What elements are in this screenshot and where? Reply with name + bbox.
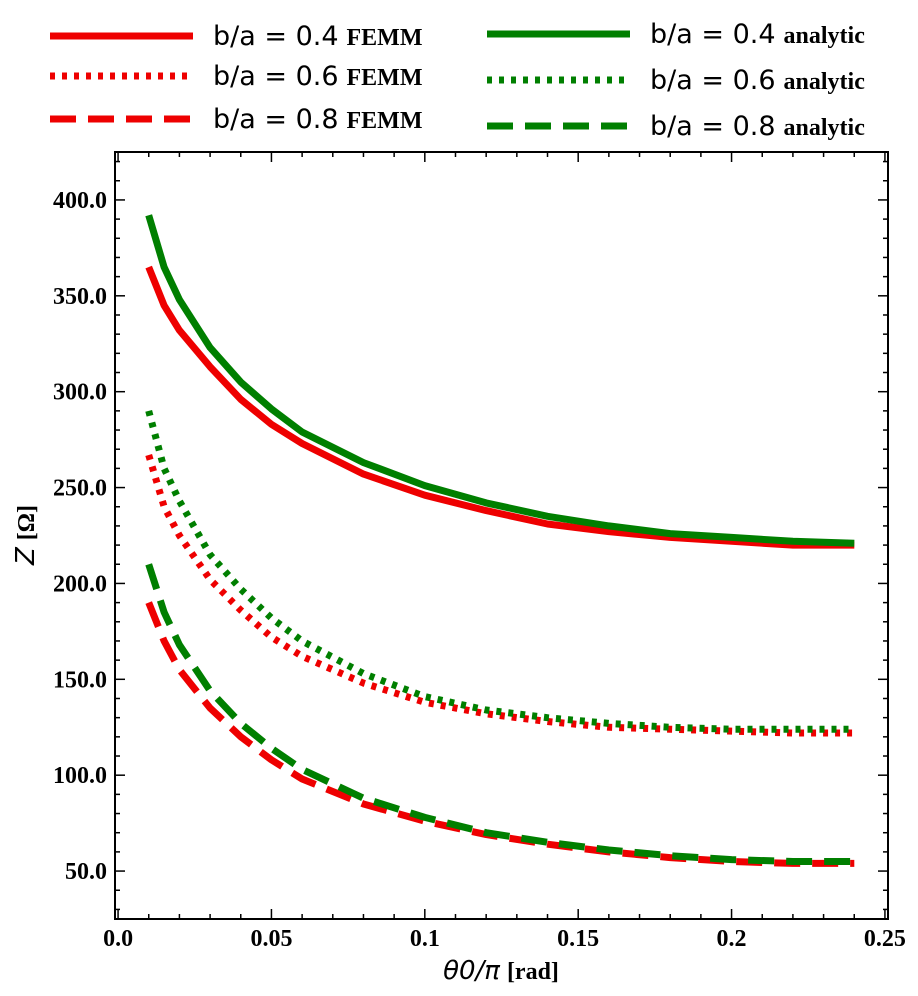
plot-frame [114, 151, 889, 920]
legend-label-prefix: b/a = 0.8 [650, 111, 776, 142]
y-tick-label: 100.0 [53, 763, 107, 789]
legend-label-6: b/a = 0.8 analytic [650, 111, 865, 142]
legend-label-suffix: FEMM [347, 65, 423, 91]
y-axis-title-unit: [Ω] [14, 505, 40, 540]
legend-label-1: b/a = 0.4 FEMM [213, 21, 423, 52]
legend-label-4: b/a = 0.4 analytic [650, 19, 865, 50]
legend-label-suffix: analytic [784, 23, 866, 49]
legend-label-prefix: b/a = 0.4 [650, 19, 776, 50]
y-axis-title: Z [Ω] [11, 505, 41, 566]
x-tick-label: 0.05 [250, 926, 292, 952]
series-line-2 [145, 454, 855, 737]
axis-tick-labels: 0.0 0.05 0.1 0.15 0.2 0.25 50.0 100.0 150.0 200.0… [53, 188, 906, 952]
legend-label-suffix: FEMM [347, 25, 423, 51]
y-tick-label: 200.0 [53, 571, 107, 597]
y-tick-label: 300.0 [53, 380, 107, 406]
legend-label-suffix: analytic [784, 69, 866, 95]
legend-label-5: b/a = 0.6 analytic [650, 65, 865, 96]
x-axis-title-label: θ0/π [443, 956, 500, 986]
y-tick-label: 350.0 [53, 284, 107, 310]
x-tick-label: 0.15 [557, 926, 599, 952]
legend-label-prefix: b/a = 0.8 [213, 104, 339, 135]
legend-label-prefix: b/a = 0.4 [213, 21, 339, 52]
series-line-1 [145, 265, 855, 549]
legend-label-prefix: b/a = 0.6 [213, 61, 339, 92]
legend-label-suffix: analytic [784, 115, 866, 141]
legend-label-2: b/a = 0.6 FEMM [213, 61, 423, 92]
x-tick-label: 0.0 [103, 926, 133, 952]
series-line-5 [145, 409, 855, 733]
y-tick-label: 250.0 [53, 476, 107, 502]
legend-label-prefix: b/a = 0.6 [650, 65, 776, 96]
series-line-6 [145, 563, 855, 865]
legend-label-suffix: FEMM [347, 108, 423, 134]
legend-label-3: b/a = 0.8 FEMM [213, 104, 423, 135]
x-axis-title-unit: [rad] [507, 959, 559, 985]
x-tick-label: 0.25 [864, 926, 906, 952]
series-line-3 [145, 601, 855, 867]
x-tick-label: 0.1 [410, 926, 440, 952]
data-lines [145, 214, 855, 867]
x-axis-title: θ0/π [rad] [443, 956, 559, 986]
y-tick-label: 400.0 [53, 188, 107, 214]
x-tick-label: 0.2 [717, 926, 747, 952]
y-axis-title-label: Z [11, 546, 41, 566]
axis-ticks [115, 152, 888, 919]
y-tick-label: 50.0 [65, 859, 107, 885]
y-tick-label: 150.0 [53, 667, 107, 693]
series-line-4 [145, 214, 855, 547]
